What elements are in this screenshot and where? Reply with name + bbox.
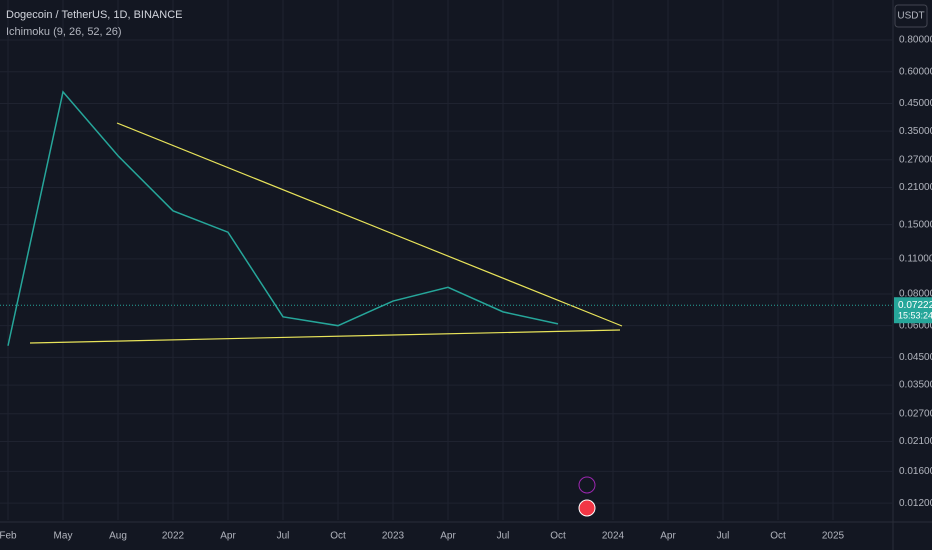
price-tag: [894, 297, 932, 324]
event-icon[interactable]: [578, 476, 596, 494]
x-tick-label: Apr: [660, 531, 676, 542]
x-tick-label: 2025: [822, 531, 845, 542]
y-tick-label: 0.80000: [899, 35, 932, 46]
x-tick-label: Oct: [330, 531, 346, 542]
x-tick-label: 2023: [382, 531, 405, 542]
y-tick-label: 0.11000: [899, 253, 932, 264]
x-tick-label: 2022: [162, 531, 185, 542]
plot: [7, 90, 559, 346]
x-tick-label: Feb: [0, 531, 17, 542]
y-tick-label: 0.35000: [899, 126, 932, 137]
y-tick-label: 0.02100: [899, 436, 932, 447]
price-line: [7, 90, 559, 346]
x-tick-label: Apr: [220, 531, 236, 542]
y-tick-label: 0.27000: [899, 154, 932, 165]
y-tick-label: 0.21000: [899, 182, 932, 193]
y-tick-label: 0.15000: [899, 219, 932, 230]
x-tick-label: Jul: [277, 531, 290, 542]
currency-box[interactable]: [894, 4, 928, 28]
y-tick-label: 0.04500: [899, 352, 932, 363]
x-tick-label: 2024: [602, 531, 625, 542]
x-tick-label: Aug: [109, 531, 127, 542]
trend-line: [116, 122, 623, 327]
y-tick-label: 0.01600: [899, 466, 932, 477]
y-tick-label: 0.06000: [899, 320, 932, 331]
currency[interactable]: USDT: [897, 11, 924, 22]
countdown: 15:53:24: [898, 311, 932, 321]
x-tick-label: Apr: [440, 531, 456, 542]
indicator-label: Ichimoku (9, 26, 52, 26): [6, 26, 122, 38]
chart-title: Dogecoin / TetherUS, 1D, BINANCE: [6, 9, 182, 21]
y-tick-label: 0.03500: [899, 380, 932, 391]
event-icon[interactable]: [578, 499, 596, 517]
trend-line: [29, 329, 621, 344]
y-tick-label: 0.01200: [899, 498, 932, 509]
x-tick-label: Jul: [717, 531, 730, 542]
x-tick-label: Jul: [497, 531, 510, 542]
y-tick-label: 0.45000: [899, 98, 932, 109]
price-label: 0.07222: [898, 300, 932, 311]
y-tick-label: 0.02700: [899, 408, 932, 419]
y-tick-label: 0.08000: [899, 289, 932, 300]
y-tick-label: 0.60000: [899, 66, 932, 77]
x-tick-label: Oct: [770, 531, 786, 542]
grid: [0, 0, 893, 520]
x-tick-label: May: [54, 531, 73, 542]
x-tick-label: Oct: [550, 531, 566, 542]
